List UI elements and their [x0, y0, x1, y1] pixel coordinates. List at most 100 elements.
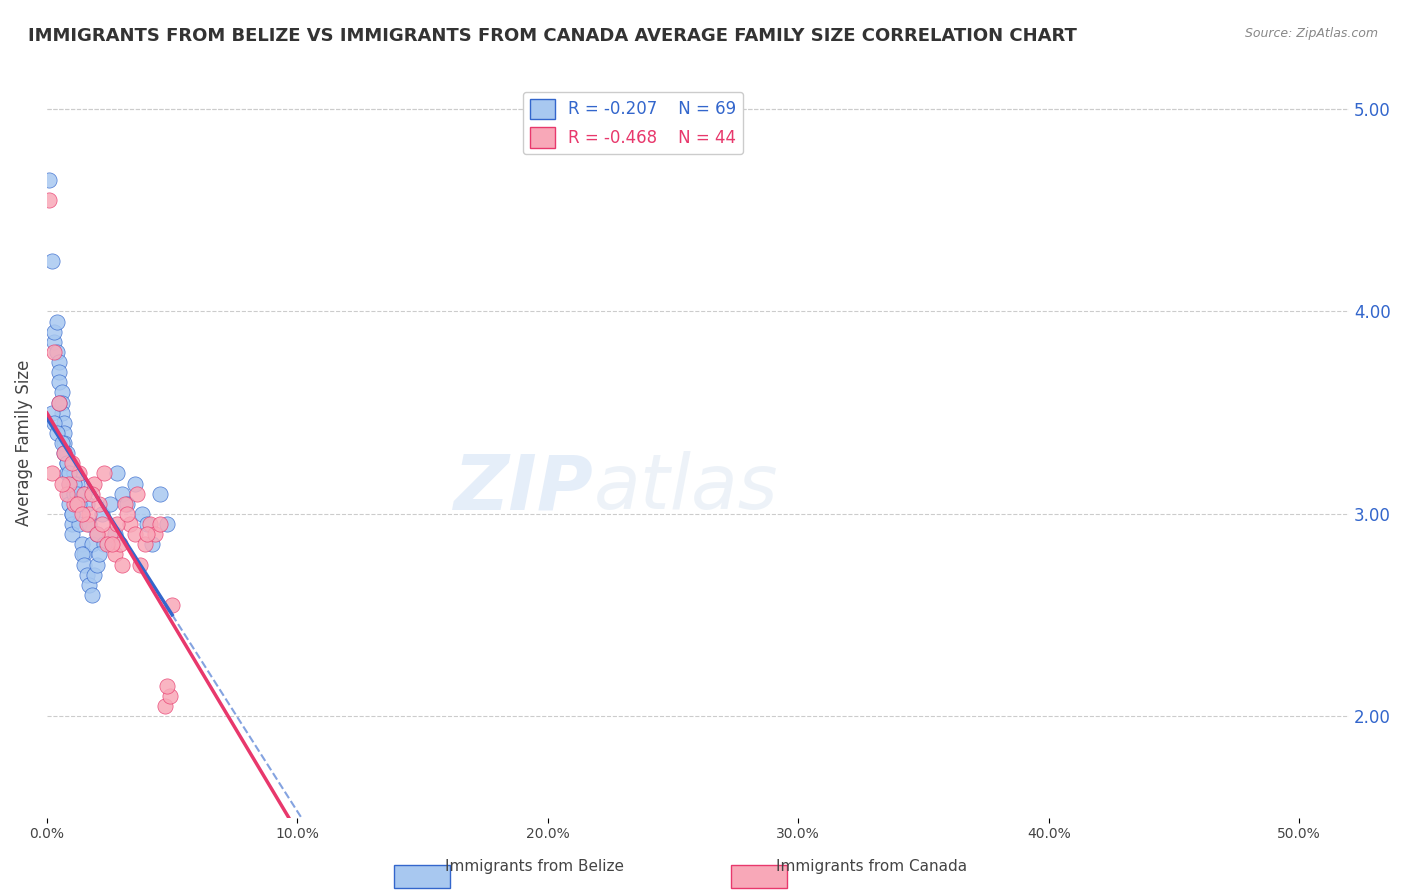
- Point: [115, 507, 138, 521]
- Point: [136, 516, 159, 531]
- Point: [79, 507, 101, 521]
- Point: [79, 578, 101, 592]
- Point: [38, 173, 60, 187]
- Point: [159, 689, 181, 703]
- Text: Source: ZipAtlas.com: Source: ZipAtlas.com: [1244, 27, 1378, 40]
- Point: [63, 497, 86, 511]
- Text: Immigrants from Canada: Immigrants from Canada: [776, 859, 967, 874]
- Point: [58, 476, 80, 491]
- Point: [138, 516, 160, 531]
- Point: [149, 486, 172, 500]
- Point: [53, 425, 76, 440]
- Point: [51, 406, 73, 420]
- Point: [76, 497, 98, 511]
- Point: [93, 467, 115, 481]
- Point: [44, 416, 66, 430]
- Point: [45, 425, 67, 440]
- Point: [48, 395, 70, 409]
- Text: ZIP: ZIP: [454, 451, 593, 525]
- Text: atlas: atlas: [593, 451, 779, 525]
- Point: [58, 476, 80, 491]
- Point: [111, 558, 134, 572]
- Point: [66, 486, 89, 500]
- Text: IMMIGRANTS FROM BELIZE VS IMMIGRANTS FROM CANADA AVERAGE FAMILY SIZE CORRELATION: IMMIGRANTS FROM BELIZE VS IMMIGRANTS FRO…: [28, 27, 1077, 45]
- Point: [60, 456, 83, 470]
- Point: [44, 345, 66, 359]
- Point: [60, 516, 83, 531]
- Point: [143, 527, 166, 541]
- Point: [66, 497, 89, 511]
- Point: [89, 497, 111, 511]
- Point: [41, 467, 63, 481]
- Point: [53, 446, 76, 460]
- Legend: R = -0.207    N = 69, R = -0.468    N = 44: R = -0.207 N = 69, R = -0.468 N = 44: [523, 92, 742, 154]
- Point: [56, 446, 79, 460]
- Point: [101, 537, 124, 551]
- Point: [149, 516, 172, 531]
- Point: [63, 486, 86, 500]
- Point: [45, 345, 67, 359]
- Point: [69, 516, 91, 531]
- Point: [125, 486, 148, 500]
- Point: [56, 456, 79, 470]
- Point: [45, 315, 67, 329]
- Point: [66, 476, 89, 491]
- Point: [160, 598, 183, 612]
- Point: [114, 497, 136, 511]
- Point: [80, 486, 103, 500]
- Point: [51, 436, 73, 450]
- Point: [80, 588, 103, 602]
- Point: [58, 467, 80, 481]
- Point: [83, 476, 105, 491]
- Point: [98, 527, 121, 541]
- Point: [73, 486, 96, 500]
- Y-axis label: Average Family Size: Average Family Size: [15, 359, 32, 526]
- Point: [156, 516, 179, 531]
- Point: [136, 527, 159, 541]
- Point: [111, 486, 134, 500]
- Point: [53, 446, 76, 460]
- Point: [141, 537, 163, 551]
- Point: [48, 376, 70, 390]
- Point: [53, 436, 76, 450]
- Point: [70, 537, 93, 551]
- Point: [70, 507, 93, 521]
- Point: [91, 516, 114, 531]
- Point: [128, 558, 150, 572]
- Point: [51, 476, 73, 491]
- Point: [131, 507, 153, 521]
- Point: [105, 516, 128, 531]
- Point: [76, 567, 98, 582]
- Point: [134, 537, 156, 551]
- Point: [76, 516, 98, 531]
- Point: [60, 507, 83, 521]
- Point: [51, 395, 73, 409]
- Point: [156, 679, 179, 693]
- Text: Immigrants from Belize: Immigrants from Belize: [444, 859, 624, 874]
- Point: [60, 527, 83, 541]
- Point: [86, 527, 108, 541]
- Point: [44, 325, 66, 339]
- Point: [108, 537, 131, 551]
- Point: [51, 385, 73, 400]
- Point: [41, 406, 63, 420]
- Point: [70, 548, 93, 562]
- Point: [96, 537, 118, 551]
- Point: [60, 507, 83, 521]
- Point: [73, 558, 96, 572]
- Point: [118, 516, 141, 531]
- Point: [48, 395, 70, 409]
- Point: [69, 497, 91, 511]
- Point: [66, 497, 89, 511]
- Point: [124, 527, 146, 541]
- Point: [80, 537, 103, 551]
- Point: [105, 467, 128, 481]
- Point: [83, 567, 105, 582]
- Point: [44, 334, 66, 349]
- Point: [98, 497, 121, 511]
- Point: [58, 497, 80, 511]
- Point: [63, 476, 86, 491]
- Point: [56, 467, 79, 481]
- Point: [103, 548, 125, 562]
- Point: [38, 193, 60, 207]
